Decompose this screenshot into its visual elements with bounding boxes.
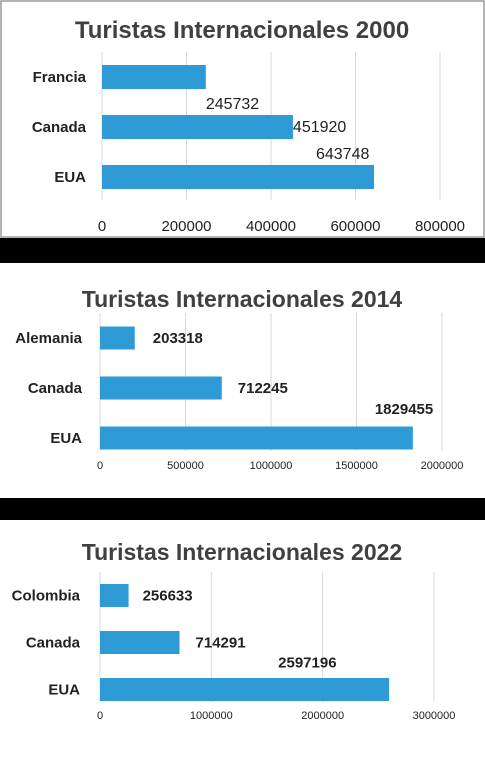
chart-2000: Turistas Internacionales 2000 0 200000 4000…	[0, 0, 485, 238]
category-label: EUA	[48, 682, 80, 699]
chart-2014-svg: Turistas Internacionales 2014 0 500000 1000…	[15, 286, 464, 472]
x-tick-label: 3000000	[413, 710, 456, 722]
chart-title: Turistas Internacionales 2014	[82, 286, 403, 312]
category-label: EUA	[54, 169, 86, 186]
category-label: Alemania	[15, 330, 82, 347]
x-tick-label: 0	[97, 710, 103, 722]
category-label: Francia	[33, 69, 87, 86]
data-label: 451920	[293, 119, 346, 136]
x-tick-label: 1000000	[250, 460, 293, 472]
x-tick-label: 500000	[167, 460, 204, 472]
data-label: 1829455	[375, 401, 433, 418]
chart-title: Turistas Internacionales 2022	[82, 539, 402, 565]
category-label: Canada	[32, 119, 87, 136]
data-label: 643748	[316, 146, 369, 163]
category-label: Colombia	[12, 588, 81, 605]
bar-eua	[100, 678, 390, 701]
data-label: 714291	[196, 635, 246, 652]
category-label: Canada	[28, 380, 83, 397]
bar-colombia	[100, 584, 129, 607]
category-label: Canada	[26, 635, 81, 652]
data-label: 712245	[238, 380, 288, 397]
x-tick-label: 2000000	[421, 460, 464, 472]
bar-francia	[102, 65, 206, 89]
x-tick-label: 1500000	[335, 460, 378, 472]
bar-eua	[102, 165, 374, 189]
x-tick-label: 800000	[415, 218, 465, 235]
x-tick-label: 0	[97, 460, 103, 472]
x-tick-label: 0	[98, 218, 106, 235]
x-tick-label: 400000	[246, 218, 296, 235]
data-label: 2597196	[278, 655, 336, 672]
data-label: 245732	[206, 96, 259, 113]
bar-canada	[100, 631, 180, 654]
x-tick-label: 2000000	[301, 710, 344, 722]
chart-2022: Turistas Internacionales 2022 0 1000000 200…	[0, 520, 485, 759]
x-tick-label: 1000000	[190, 710, 233, 722]
bar-alemania	[100, 326, 135, 350]
bar-canada	[100, 376, 222, 400]
bar-canada	[102, 115, 293, 139]
data-label: 203318	[153, 330, 203, 347]
x-tick-label: 600000	[330, 218, 380, 235]
x-tick-label: 200000	[161, 218, 211, 235]
chart-frame	[0, 0, 485, 238]
chart-title: Turistas Internacionales 2000	[75, 17, 409, 44]
chart-2014: Turistas Internacionales 2014 0 500000 1000…	[0, 263, 485, 498]
chart-2000-svg: Turistas Internacionales 2000 0 200000 4000…	[0, 0, 485, 238]
bar-eua	[100, 426, 413, 450]
category-label: EUA	[50, 430, 82, 447]
chart-2022-svg: Turistas Internacionales 2022 0 1000000 200…	[12, 539, 456, 722]
data-label: 256633	[143, 588, 193, 605]
